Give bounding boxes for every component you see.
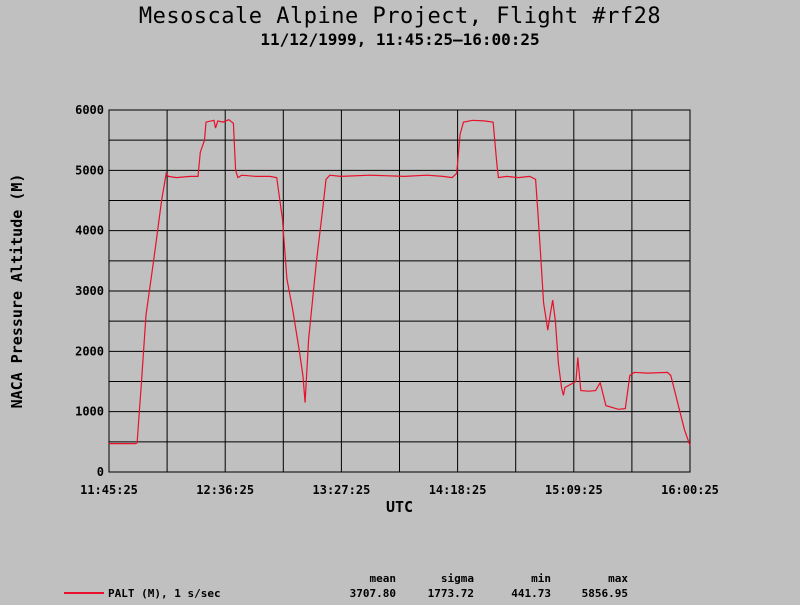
stat-header-min: min xyxy=(531,572,551,585)
y-tick-label: 6000 xyxy=(75,103,104,117)
altitude-chart: 0 1000 2000 3000 4000 5000 6000 11:45:25 12:36:… xyxy=(8,103,719,516)
stat-value-max: 5856.95 xyxy=(581,587,628,600)
x-tick-label: 12:36:25 xyxy=(196,483,254,497)
legend-swatch xyxy=(64,592,104,594)
stat-value-sigma: 1773.72 xyxy=(427,587,474,600)
y-axis-title: NACA Pressure Altitude (M) xyxy=(8,174,26,409)
x-tick-label: 15:09:25 xyxy=(545,483,603,497)
x-tick-label: 13:27:25 xyxy=(313,483,371,497)
stat-header-mean: mean xyxy=(369,572,397,585)
x-tick-label: 11:45:25 xyxy=(80,483,138,497)
page-subtitle: 11/12/1999, 11:45:25–16:00:25 xyxy=(260,30,540,49)
x-axis-title: UTC xyxy=(386,498,413,516)
y-tick-label: 0 xyxy=(97,465,104,479)
y-tick-label: 1000 xyxy=(75,405,104,419)
legend-label: PALT (M), 1 s/sec xyxy=(108,587,221,600)
y-tick-label: 2000 xyxy=(75,344,104,358)
y-tick-label: 3000 xyxy=(75,284,104,298)
y-axis-ticks: 0 1000 2000 3000 4000 5000 6000 xyxy=(75,103,104,479)
stat-header-sigma: sigma xyxy=(440,572,474,585)
x-tick-label: 14:18:25 xyxy=(429,483,487,497)
series-line-palt xyxy=(109,119,691,446)
stats-block: mean sigma min max PALT (M), 1 s/sec 370… xyxy=(0,572,800,605)
y-tick-label: 4000 xyxy=(75,224,104,238)
page-title: Mesoscale Alpine Project, Flight #rf28 xyxy=(138,4,662,29)
stat-value-min: 441.73 xyxy=(511,587,551,600)
grid xyxy=(108,109,691,473)
x-tick-label: 16:00:25 xyxy=(661,483,719,497)
stat-value-mean: 3707.80 xyxy=(349,587,396,600)
x-axis-ticks: 11:45:25 12:36:25 13:27:25 14:18:25 15:09:25… xyxy=(80,483,719,497)
stat-header-max: max xyxy=(608,572,628,585)
y-tick-label: 5000 xyxy=(75,163,104,177)
